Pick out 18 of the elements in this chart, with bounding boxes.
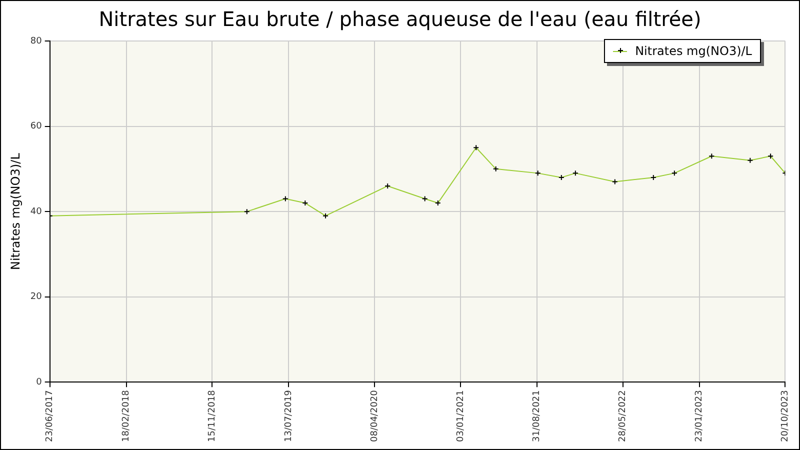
y-tick-label: 80 [30,36,42,46]
x-tick-label: 15/11/2018 [208,390,218,442]
x-tick-label: 20/10/2023 [780,390,791,442]
y-axis-title: Nitrates mg(NO3)/L [8,152,22,270]
x-tick-label: 08/04/2020 [370,390,380,442]
y-tick-label: 0 [36,377,42,388]
legend-label: Nitrates mg(NO3)/L [635,44,752,58]
x-tick-label: 23/06/2017 [45,390,56,442]
x-tick-label: 31/08/2021 [532,390,542,442]
x-tick-label: 03/01/2021 [456,390,466,442]
x-tick-label: 28/05/2022 [618,390,628,442]
x-tick-label: 13/07/2019 [284,390,294,442]
chart-title: Nitrates sur Eau brute / phase aqueuse de l'eau (eau filtrée) [98,7,702,31]
x-tick-label: 18/02/2018 [122,390,132,442]
y-tick-label: 60 [30,122,42,132]
y-tick-label: 20 [30,292,42,302]
x-tick-label: 23/01/2023 [694,390,705,442]
y-tick-label: 40 [30,206,42,217]
